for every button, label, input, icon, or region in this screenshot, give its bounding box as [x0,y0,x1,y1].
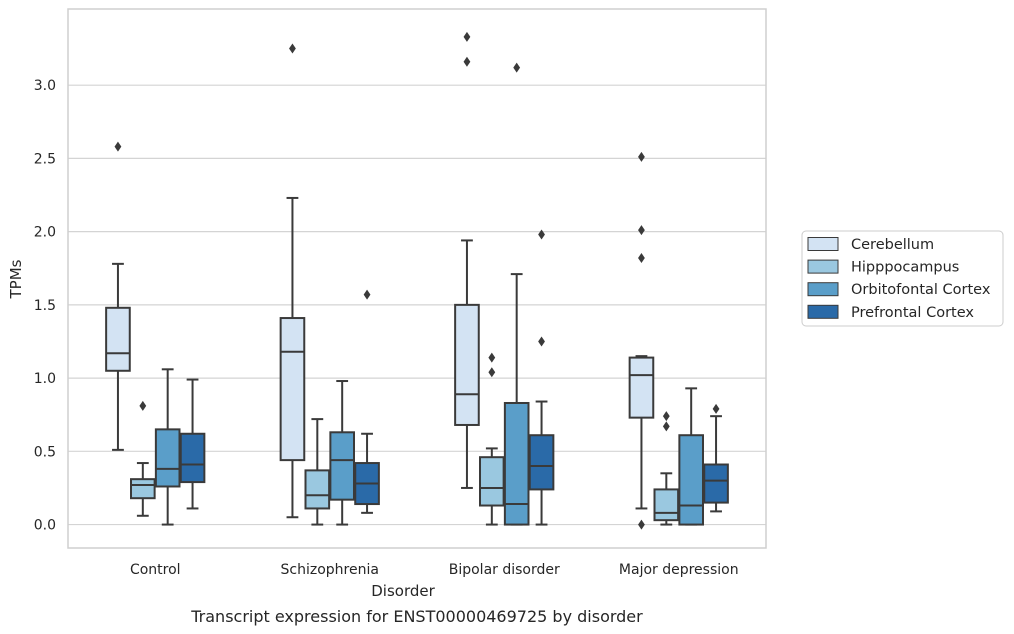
box-2-1 [479,352,505,526]
outlier-point [538,336,545,347]
box-0-0 [105,141,131,451]
box-0-2 [154,368,181,526]
box-1-0 [279,43,306,519]
legend-swatch [807,282,839,297]
boxes-layer [105,31,729,530]
legend-swatch [807,237,839,251]
outlier-point [463,56,471,67]
legend: Cerebellum Hipppocampus Orbitofontal Corte… [801,230,1004,327]
box-body [279,317,306,462]
outlier-point [289,43,296,54]
box-body [154,428,181,488]
y-tick-label: 2.5 [34,151,56,167]
outlier-point [488,352,496,363]
legend-label: Hipppocampus [851,260,959,276]
legend-swatch [807,259,839,274]
box-2-2 [503,62,530,526]
box-body [179,432,206,484]
x-tick-label: Bipolar disorder [449,562,560,578]
x-tick-label: Major depression [619,562,739,578]
box-body [329,431,355,501]
outlier-point [538,229,545,240]
outlier-point [513,62,521,73]
outlier-point [463,31,471,42]
outlier-point [139,400,147,411]
y-tick-label: 2.0 [34,225,56,241]
box-3-2 [678,387,704,526]
y-tick-label: 1.0 [34,371,56,387]
outlier-point [638,151,645,162]
box-1-1 [304,418,331,526]
y-tick-labels: 0.0 0.5 1.0 1.5 2.0 2.5 3.0 [34,78,56,533]
x-tick-label: Schizophrenia [281,562,379,578]
box-body [528,434,555,491]
outlier-point [662,411,670,422]
chart-caption: Transcript expression for ENST0000046972… [190,607,643,626]
y-axis-label: TPMs [7,259,25,299]
y-tick-label: 0.0 [34,518,56,534]
box-0-1 [130,400,156,517]
box-2-3 [528,229,555,526]
x-tick-labels: Control Schizophrenia Bipolar disorder Majo… [130,562,739,578]
box-body [628,356,655,419]
box-1-2 [329,380,355,526]
outlier-point [662,421,670,432]
outlier-point [114,141,122,152]
legend-label: Prefrontal Cortex [851,305,974,321]
outlier-point [488,367,496,378]
outlier-point [363,289,371,300]
box-body [479,456,505,507]
box-2-0 [454,31,480,489]
x-tick-label: Control [130,562,181,578]
box-3-3 [703,403,729,513]
box-body [454,303,480,426]
legend-label: Cerebellum [851,237,934,253]
y-tick-label: 1.5 [34,298,56,314]
box-body [703,463,729,504]
box-body [503,401,530,526]
box-3-1 [653,411,680,526]
box-3-0 [628,151,655,530]
outlier-point [638,225,645,236]
box-body [130,478,156,500]
legend-label: Orbitofontal Cortex [851,282,991,298]
outlier-point [638,519,645,530]
legend-swatch [807,304,839,319]
box-1-3 [354,289,380,514]
box-body [653,488,680,522]
box-body [105,306,131,372]
box-body [678,434,704,526]
box-body [304,469,331,510]
y-tick-label: 0.5 [34,444,56,460]
plot-frame [67,8,767,549]
outlier-point [638,252,645,263]
box-0-3 [179,378,206,510]
y-tick-label: 3.0 [34,78,56,94]
outlier-point [712,403,720,414]
x-axis-label: Disorder [371,582,435,600]
legend-frame [801,230,1004,327]
